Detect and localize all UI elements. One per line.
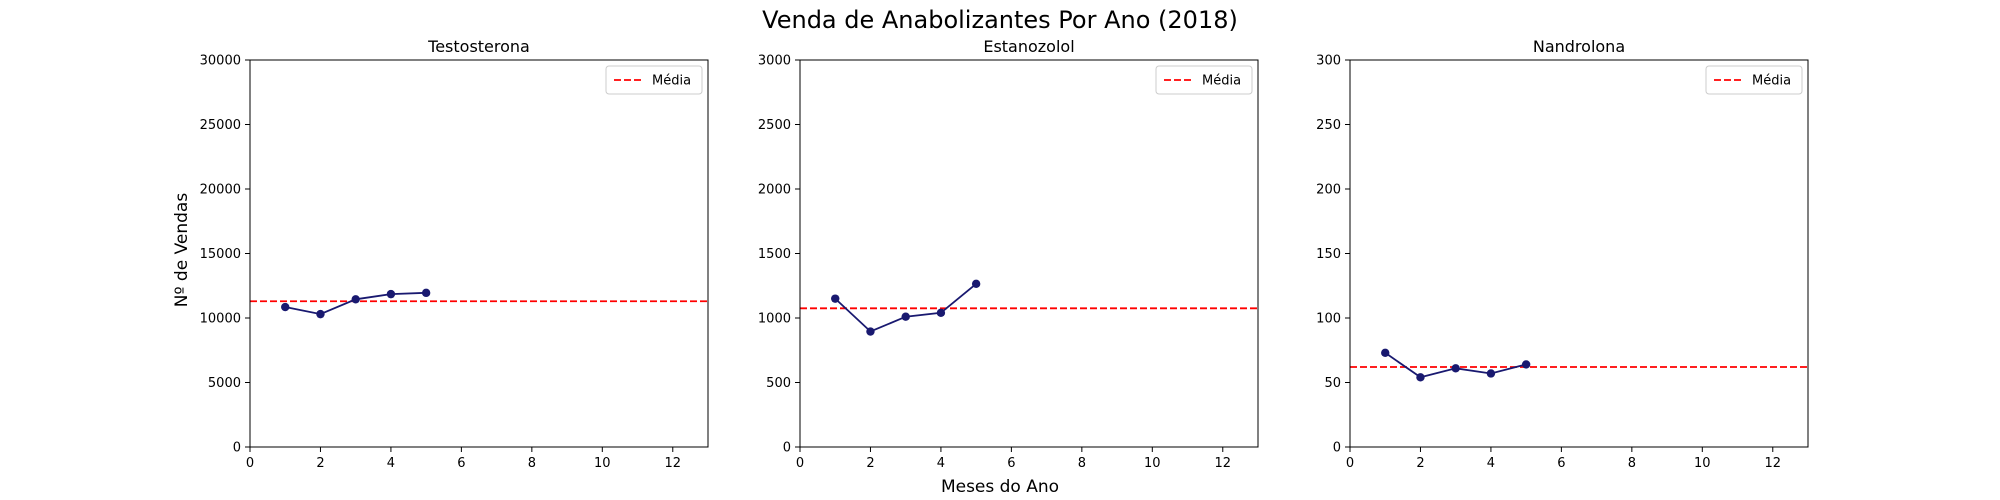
y-tick-label: 250 [1316, 118, 1341, 133]
legend-box [1155, 65, 1253, 95]
x-tick-label: 8 [528, 456, 536, 471]
legend-box [605, 65, 703, 95]
y-tick-label: 3000 [758, 54, 791, 69]
x-tick-label: 10 [594, 456, 611, 471]
legend-box [1705, 65, 1803, 95]
data-point [421, 288, 431, 298]
data-point [971, 279, 981, 289]
x-tick-label: 8 [1628, 456, 1636, 471]
data-point [831, 294, 840, 303]
y-axis-label: Nº de Vendas [172, 193, 192, 308]
x-tick-label: 12 [1214, 456, 1231, 471]
subplot-title: Nandrolona [1533, 37, 1625, 56]
x-tick-label: 4 [1487, 456, 1495, 471]
y-tick-label: 50 [1324, 376, 1341, 391]
x-tick-label: 0 [1346, 456, 1354, 471]
x-tick-label: 0 [796, 456, 804, 471]
x-tick-label: 12 [1764, 456, 1781, 471]
subplot-title: Estanozolol [983, 37, 1074, 56]
y-tick-label: 0 [1333, 441, 1341, 456]
data-point [386, 289, 396, 299]
y-tick-label: 5000 [208, 376, 241, 391]
legend-label: Média [1202, 74, 1241, 89]
subplot-1: Testosterona 0 2 4 6 8 10 12 0 5000 10000 15000 2000… [200, 37, 709, 471]
data-point [866, 327, 875, 336]
subplot-title: Testosterona [427, 37, 530, 56]
data-point [351, 295, 360, 304]
y-tick-label: 25000 [200, 118, 241, 133]
data-point [936, 308, 946, 318]
x-tick-label: 8 [1078, 456, 1086, 471]
y-tick-label: 200 [1316, 183, 1341, 198]
x-axis-label: Meses do Ano [941, 477, 1059, 497]
x-tick-label: 10 [1144, 456, 1161, 471]
legend: Média [1705, 65, 1803, 95]
y-tick-label: 1000 [758, 312, 791, 327]
x-tick-label: 4 [937, 456, 945, 471]
y-tick-label: 0 [783, 441, 791, 456]
data-point [1381, 348, 1390, 358]
axes-frame [1349, 59, 1809, 448]
data-point [316, 309, 325, 319]
y-tick-label: 500 [766, 376, 791, 391]
y-tick-label: 150 [1316, 247, 1341, 262]
x-tick-label: 6 [1557, 456, 1565, 471]
legend: Média [1155, 65, 1253, 95]
y-tick-label: 1500 [758, 247, 791, 262]
x-tick-label: 6 [457, 456, 465, 471]
legend: Média [605, 65, 703, 95]
data-point [1416, 373, 1425, 382]
y-tick-label: 300 [1316, 54, 1341, 69]
y-tick-label: 2500 [758, 118, 791, 133]
y-tick-label: 10000 [200, 312, 241, 327]
axes-frame [799, 59, 1259, 448]
legend-label: Média [652, 74, 691, 89]
y-tick-label: 20000 [200, 183, 241, 198]
x-tick-label: 12 [664, 456, 681, 471]
x-tick-label: 2 [866, 456, 874, 471]
data-point [1486, 369, 1496, 378]
axes-frame [249, 59, 709, 448]
x-tick-label: 10 [1694, 456, 1711, 471]
x-tick-label: 6 [1007, 456, 1015, 471]
x-tick-label: 2 [1416, 456, 1424, 471]
data-point [281, 302, 290, 312]
y-tick-label: 30000 [200, 54, 241, 69]
y-tick-label: 15000 [200, 247, 241, 262]
subplot-2: Estanozolol 0 2 4 6 8 10 12 0 500 1000 1500 2000 2500… [758, 37, 1259, 471]
data-point [1521, 360, 1531, 369]
y-tick-label: 100 [1316, 312, 1341, 327]
data-point [1451, 364, 1460, 373]
figure-title: Venda de Anabolizantes Por Ano (2018) [762, 6, 1238, 34]
subplot-3: Nandrolona 0 2 4 6 8 10 12 0 50 100 150 200 250 300 Méd… [1316, 37, 1809, 471]
data-point [901, 312, 910, 321]
legend-label: Média [1752, 74, 1791, 89]
x-tick-label: 4 [387, 456, 395, 471]
x-tick-label: 0 [246, 456, 254, 471]
y-tick-label: 0 [233, 441, 241, 456]
y-tick-label: 2000 [758, 183, 791, 198]
x-tick-label: 2 [316, 456, 324, 471]
